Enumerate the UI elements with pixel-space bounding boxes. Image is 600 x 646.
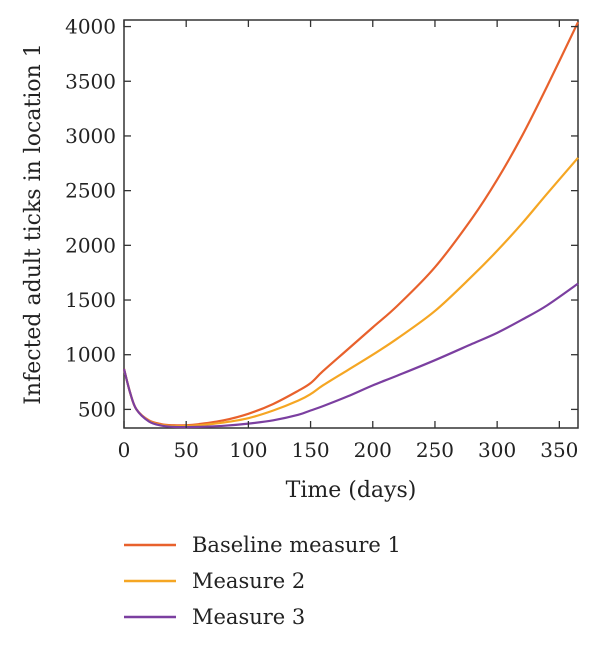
x-tick-label: 0: [118, 438, 131, 462]
y-tick-label: 500: [78, 397, 116, 421]
x-tick-label: 50: [173, 438, 198, 462]
series-line-3: [122, 282, 579, 429]
y-tick-label: 1000: [65, 343, 116, 367]
x-axis-ticks: 0 50 100 150 200 250 300 350: [118, 20, 578, 462]
y-tick-label: 2500: [65, 179, 116, 203]
y-tick-label: 1500: [65, 288, 116, 312]
series-layer: [122, 21, 579, 429]
series-line-2: [122, 157, 579, 428]
legend-label-2: Measure 2: [192, 569, 305, 593]
legend: Baseline measure 1 Measure 2 Measure 3: [124, 533, 401, 629]
legend-label-1: Baseline measure 1: [192, 533, 401, 557]
x-tick-label: 100: [229, 438, 267, 462]
legend-label-3: Measure 3: [192, 605, 305, 629]
y-tick-label: 2000: [65, 233, 116, 257]
x-tick-label: 300: [478, 438, 516, 462]
plot-frame: [123, 19, 579, 429]
series-line-1: [122, 21, 579, 427]
x-tick-label: 350: [540, 438, 578, 462]
y-tick-label: 4000: [65, 15, 116, 39]
y-tick-label: 3000: [65, 124, 116, 148]
x-tick-label: 250: [416, 438, 454, 462]
y-axis-ticks: 500 1000 1500 2000 2500 3000 3500 4000: [65, 15, 578, 421]
x-tick-label: 200: [354, 438, 392, 462]
y-axis-label: Infected adult ticks in location 1: [21, 43, 46, 405]
x-axis-label: Time (days): [286, 478, 417, 503]
x-tick-label: 150: [291, 438, 329, 462]
y-tick-label: 3500: [65, 69, 116, 93]
